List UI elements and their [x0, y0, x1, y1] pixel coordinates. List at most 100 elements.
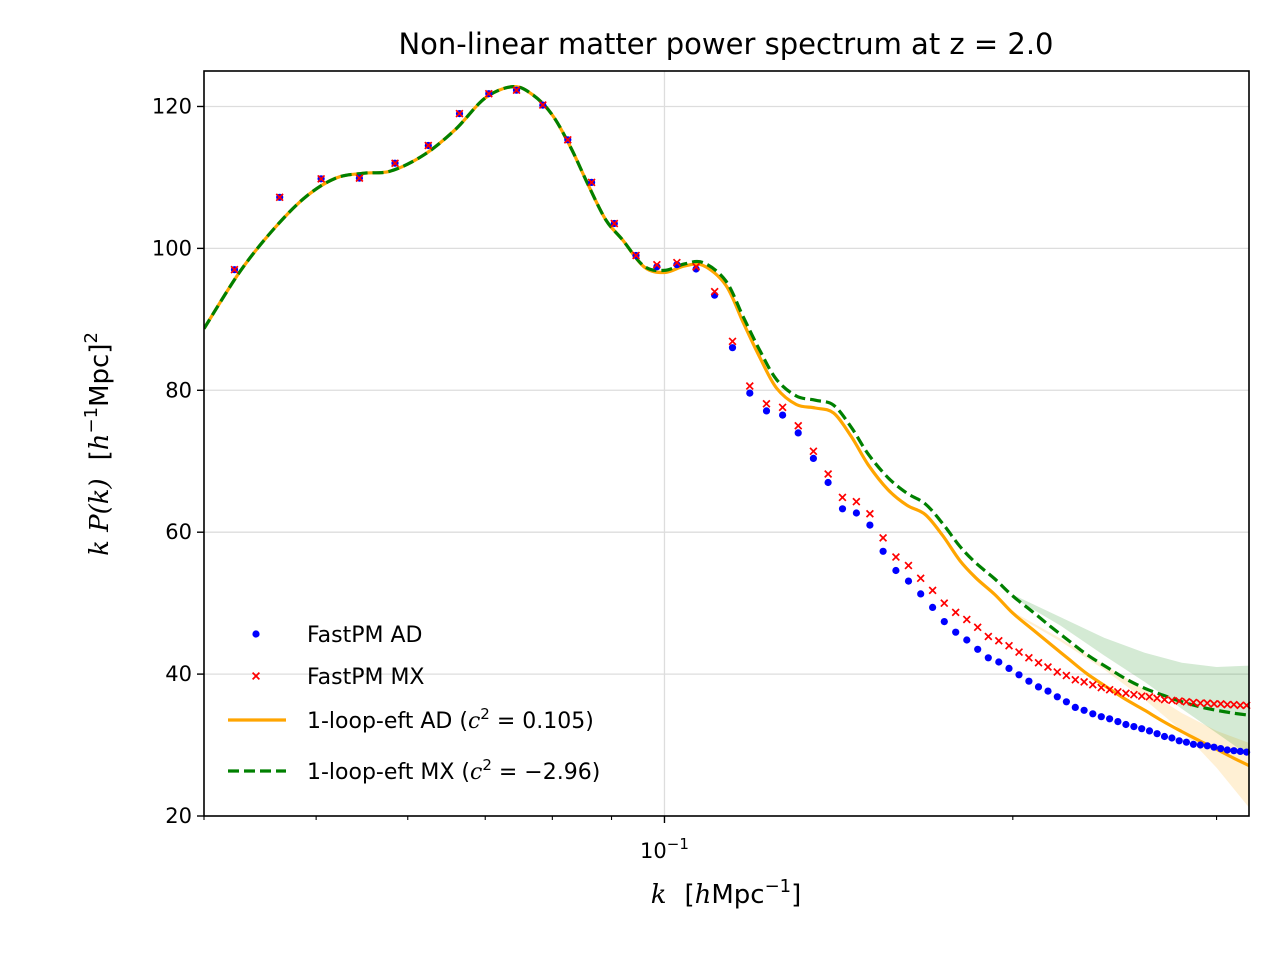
- point-fastpm-ad: [1168, 734, 1176, 742]
- point-fastpm-mx: [710, 287, 719, 296]
- point-fastpm-mx: [230, 265, 239, 274]
- point-fastpm-mx: [809, 447, 818, 456]
- point-fastpm-ad: [1106, 715, 1114, 723]
- point-fastpm-mx: [1223, 700, 1232, 709]
- y-axis-label-sup1: −1: [81, 407, 102, 434]
- point-fastpm-mx: [587, 178, 596, 187]
- point-fastpm-mx: [865, 509, 874, 518]
- point-fastpm-mx-stroke-b: [1210, 699, 1219, 708]
- y-tick-label-40: 40: [165, 662, 192, 686]
- point-fastpm-ad: [1223, 746, 1231, 754]
- point-fastpm-mx-stroke-b: [778, 403, 787, 412]
- point-fastpm-mx-stroke-b: [512, 86, 521, 95]
- point-fastpm-mx-stroke-b: [424, 141, 433, 150]
- point-fastpm-ad: [673, 261, 681, 269]
- point-fastpm-ad: [852, 509, 861, 517]
- point-fastpm-mx: [728, 337, 737, 346]
- y-tick-label-100: 100: [152, 236, 192, 260]
- legend-eft-ad-value: = 0.105): [490, 709, 594, 734]
- point-fastpm-ad: [692, 265, 700, 273]
- point-fastpm-mx-stroke-b: [1053, 667, 1062, 676]
- point-fastpm-ad: [1025, 677, 1033, 685]
- point-fastpm-mx-stroke-b: [1105, 685, 1114, 694]
- x-tick-exponent: −1: [667, 835, 689, 853]
- point-fastpm-mx: [940, 599, 949, 608]
- x-axis-label-mpc: Mpc: [711, 880, 764, 910]
- point-fastpm-mx-stroke-b: [1153, 694, 1162, 703]
- point-fastpm-mx: [610, 219, 619, 228]
- y-axis-label-sup2: 2: [81, 332, 102, 343]
- point-fastpm-ad: [1114, 718, 1122, 726]
- legend-cross-mx-stroke-b: [251, 671, 261, 681]
- point-fastpm-mx-stroke-b: [928, 586, 937, 595]
- point-fastpm-ad: [838, 505, 847, 513]
- point-fastpm-mx: [762, 399, 771, 408]
- point-fastpm-mx: [1024, 653, 1033, 662]
- point-fastpm-mx-stroke-b: [916, 574, 925, 583]
- point-fastpm-mx: [994, 636, 1003, 645]
- point-fastpm-mx: [1097, 683, 1106, 692]
- point-fastpm-mx: [1053, 667, 1062, 676]
- legend: FastPM AD FastPM MX 1-loop-eft AD (c2 = …: [228, 623, 600, 785]
- grid-lines: [204, 71, 1249, 817]
- point-fastpm-mx: [1203, 699, 1212, 708]
- point-fastpm-ad: [1062, 698, 1070, 706]
- point-fastpm-mx: [1160, 695, 1169, 704]
- point-fastpm-mx-stroke-b: [994, 636, 1003, 645]
- point-fastpm-mx-stroke-b: [1189, 698, 1198, 707]
- point-fastpm-ad: [653, 263, 661, 271]
- point-fastpm-ad: [1189, 740, 1197, 748]
- point-fastpm-mx: [962, 615, 971, 624]
- point-fastpm-ad: [1182, 738, 1190, 746]
- legend-label-eft-ad: 1-loop-eft AD (c2 = 0.105): [307, 705, 594, 734]
- point-fastpm-mx: [1080, 677, 1089, 686]
- point-fastpm-mx-stroke-b: [809, 447, 818, 456]
- point-fastpm-mx: [916, 574, 925, 583]
- point-fastpm-mx: [824, 470, 833, 479]
- point-fastpm-ad: [794, 429, 802, 437]
- x-axis-label-h: h: [695, 880, 712, 910]
- point-fastpm-mx-stroke-b: [1223, 700, 1232, 709]
- point-fastpm-mx-stroke-b: [672, 258, 681, 267]
- point-fastpm-ad: [746, 389, 754, 397]
- point-fastpm-mx-stroke-b: [794, 421, 803, 430]
- point-fastpm-mx: [1145, 692, 1154, 701]
- point-fastpm-mx: [632, 251, 641, 260]
- point-fastpm-mx-stroke-b: [865, 509, 874, 518]
- point-fastpm-ad: [984, 654, 992, 662]
- y-tick-label-20: 20: [165, 804, 192, 828]
- point-fastpm-mx-stroke-b: [1236, 701, 1245, 710]
- y-axis-label-bracket-open: [: [85, 450, 115, 460]
- point-fastpm-mx-stroke-b: [610, 219, 619, 228]
- point-fastpm-mx-stroke-b: [891, 553, 900, 562]
- point-fastpm-mx: [563, 135, 572, 144]
- point-fastpm-ad: [1015, 671, 1023, 679]
- point-fastpm-mx-stroke-b: [1229, 700, 1238, 709]
- point-fastpm-mx-stroke-b: [1034, 658, 1043, 667]
- point-fastpm-mx-stroke-b: [762, 399, 771, 408]
- point-fastpm-mx-stroke-b: [728, 337, 737, 346]
- point-fastpm-mx-stroke-b: [1137, 692, 1146, 701]
- point-fastpm-ad: [974, 645, 982, 653]
- point-fastpm-ad: [929, 603, 937, 612]
- point-fastpm-mx-stroke-b: [275, 193, 284, 202]
- point-fastpm-mx: [1129, 690, 1138, 699]
- point-fastpm-mx: [852, 497, 861, 506]
- point-fastpm-mx: [1062, 671, 1071, 680]
- point-fastpm-mx-stroke-b: [1113, 687, 1122, 696]
- y-axis-label-kpk: k P(k): [85, 478, 115, 556]
- point-fastpm-mx-stroke-b: [1167, 696, 1176, 705]
- point-fastpm-mx-stroke-b: [1005, 641, 1014, 650]
- legend-eft-mx-c: c: [470, 760, 482, 785]
- point-fastpm-mx: [794, 421, 803, 430]
- point-fastpm-mx: [1182, 697, 1191, 706]
- legend-marker-fastpm-mx: [251, 671, 261, 681]
- point-fastpm-mx-stroke-b: [632, 251, 641, 260]
- point-fastpm-mx: [1015, 648, 1024, 657]
- point-fastpm-mx: [1005, 641, 1014, 650]
- band-eft-mx: [1012, 594, 1249, 756]
- point-fastpm-ad: [1230, 747, 1238, 755]
- point-fastpm-mx-stroke-b: [1080, 677, 1089, 686]
- y-tick-label-60: 60: [165, 520, 192, 544]
- point-fastpm-ad: [1122, 720, 1130, 729]
